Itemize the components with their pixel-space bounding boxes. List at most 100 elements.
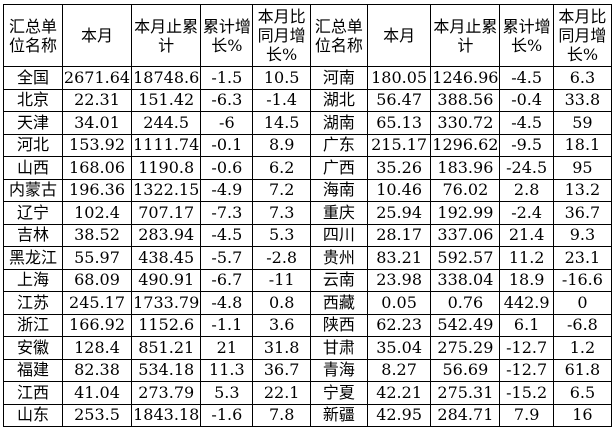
value-cell: 1296.62 xyxy=(430,133,501,157)
header-row: 汇总单位名称 本月 本月止累计 累计增长% 本月比同月增长% 汇总单位名称 本月 本月止累计累… xyxy=(3,4,612,67)
province-name-cell: 吉林 xyxy=(3,223,63,247)
table-row: 山东 253.5 1843.18 -1.6 7.8 新疆 42.95 284.71 7.9 16 xyxy=(3,403,612,427)
value-cell: 192.99 xyxy=(430,201,501,225)
value-cell: 244.5 xyxy=(131,111,202,135)
value-cell: 22.31 xyxy=(61,88,133,112)
value-cell: 166.92 xyxy=(61,313,133,337)
value-cell: -11 xyxy=(252,268,311,292)
value-cell: 10.46 xyxy=(366,178,432,202)
value-cell: -1.6 xyxy=(200,403,254,427)
value-cell: -4.5 xyxy=(499,111,554,135)
value-cell: 215.17 xyxy=(366,133,432,157)
value-cell: -6.7 xyxy=(200,268,254,292)
value-cell: 102.4 xyxy=(61,201,133,225)
header-cell-left-yoy-growth: 本月比同月增长% xyxy=(252,4,311,67)
value-cell: -12.7 xyxy=(499,336,554,360)
value-cell: -2.8 xyxy=(252,246,311,270)
table-row: 全国 2671.64 18748.6 -1.5 10.5 河南 180.05 1246.96-… xyxy=(3,66,612,90)
value-cell: 3.6 xyxy=(252,313,311,337)
value-cell: -6.3 xyxy=(200,88,254,112)
table-row: 福建 82.38 534.18 11.3 36.7 青海 8.27 56.69 -12.7 61.… xyxy=(3,358,612,382)
value-cell: 275.29 xyxy=(430,336,501,360)
value-cell: 245.17 xyxy=(61,291,133,315)
value-cell: 42.95 xyxy=(366,403,432,427)
value-cell: -1.5 xyxy=(200,66,254,90)
value-cell: 11.3 xyxy=(200,358,254,382)
value-cell: 33.8 xyxy=(552,88,612,112)
value-cell: 7.8 xyxy=(252,403,311,427)
table-row: 浙江 166.92 1152.6 -1.1 3.6 陕西 62.23 542.49 6.1 -6.… xyxy=(3,313,612,337)
value-cell: 38.52 xyxy=(61,223,133,247)
province-name-cell: 全国 xyxy=(3,66,63,90)
province-name-cell: 新疆 xyxy=(309,403,368,427)
value-cell: 5.3 xyxy=(200,381,254,405)
value-cell: 0.76 xyxy=(430,291,501,315)
table-row: 辽宁 102.4 707.17 -7.3 7.3 重庆 25.94 192.99 -2.4 36.… xyxy=(3,201,612,225)
province-name-cell: 江苏 xyxy=(3,291,63,315)
province-name-cell: 宁夏 xyxy=(309,381,368,405)
value-cell: -4.9 xyxy=(200,178,254,202)
value-cell: 36.7 xyxy=(252,358,311,382)
province-name-cell: 内蒙古 xyxy=(3,178,63,202)
province-name-cell: 青海 xyxy=(309,358,368,382)
value-cell: 534.18 xyxy=(131,358,202,382)
value-cell: 21.4 xyxy=(499,223,554,247)
province-name-cell: 云南 xyxy=(309,268,368,292)
value-cell: -16.6 xyxy=(552,268,612,292)
value-cell: 7.2 xyxy=(252,178,311,202)
value-cell: -7.3 xyxy=(200,201,254,225)
table-row: 安徽 128.4 851.21 21 31.8 甘肃 35.04 275.29 -12.7 1.2 xyxy=(3,336,612,360)
value-cell: 36.7 xyxy=(552,201,612,225)
header-cell-left-unit-name: 汇总单位名称 xyxy=(3,4,63,67)
value-cell: 42.21 xyxy=(366,381,432,405)
value-cell: 851.21 xyxy=(131,336,202,360)
province-name-cell: 福建 xyxy=(3,358,63,382)
province-name-cell: 河北 xyxy=(3,133,63,157)
header-cell-left-cumulative-growth: 累计增长% xyxy=(200,4,254,67)
value-cell: 6.5 xyxy=(552,381,612,405)
value-cell: 542.49 xyxy=(430,313,501,337)
value-cell: 196.36 xyxy=(61,178,133,202)
table-row: 天津 34.01 244.5 -6 14.5 湖南 65.13 330.72 -4.5 59 xyxy=(3,111,612,135)
province-name-cell: 河南 xyxy=(309,66,368,90)
header-cell-right-unit-name: 汇总单位名称 xyxy=(309,4,368,67)
province-name-cell: 湖北 xyxy=(309,88,368,112)
table-row: 黑龙江 55.97 438.45 -5.7 -2.8 贵州 83.21 592.57 11.2 2… xyxy=(3,246,612,270)
table-row: 山西 168.06 1190.8 -0.6 6.2 广西 35.26 183.96 -24.5 9… xyxy=(3,156,612,180)
value-cell: 83.21 xyxy=(366,246,432,270)
province-name-cell: 湖南 xyxy=(309,111,368,135)
value-cell: 6.2 xyxy=(252,156,311,180)
province-name-cell: 广东 xyxy=(309,133,368,157)
header-cell-right-cumulative-growth: 累计增长% xyxy=(499,4,554,67)
value-cell: -6 xyxy=(200,111,254,135)
value-cell: 273.79 xyxy=(131,381,202,405)
value-cell: -4.5 xyxy=(200,223,254,247)
value-cell: 41.04 xyxy=(61,381,133,405)
province-name-cell: 西藏 xyxy=(309,291,368,315)
header-cell-left-current-month: 本月 xyxy=(61,4,133,67)
value-cell: -24.5 xyxy=(499,156,554,180)
value-cell: 13.2 xyxy=(552,178,612,202)
value-cell: 253.5 xyxy=(61,403,133,427)
province-name-cell: 山西 xyxy=(3,156,63,180)
value-cell: 1733.79 xyxy=(131,291,202,315)
value-cell: 1843.18 xyxy=(131,403,202,427)
value-cell: 18.1 xyxy=(552,133,612,157)
value-cell: 21 xyxy=(200,336,254,360)
province-name-cell: 上海 xyxy=(3,268,63,292)
value-cell: 16 xyxy=(552,403,612,427)
province-name-cell: 安徽 xyxy=(3,336,63,360)
value-cell: 168.06 xyxy=(61,156,133,180)
value-cell: 35.04 xyxy=(366,336,432,360)
value-cell: 61.8 xyxy=(552,358,612,382)
value-cell: 1.2 xyxy=(552,336,612,360)
value-cell: 34.01 xyxy=(61,111,133,135)
value-cell: -0.1 xyxy=(200,133,254,157)
value-cell: 438.45 xyxy=(131,246,202,270)
value-cell: -6.8 xyxy=(552,313,612,337)
province-name-cell: 浙江 xyxy=(3,313,63,337)
province-name-cell: 甘肃 xyxy=(309,336,368,360)
table-row: 北京 22.31 151.42 -6.3 -1.4 湖北 56.47 388.56 -0.4 33… xyxy=(3,88,612,112)
value-cell: 95 xyxy=(552,156,612,180)
value-cell: 18.9 xyxy=(499,268,554,292)
